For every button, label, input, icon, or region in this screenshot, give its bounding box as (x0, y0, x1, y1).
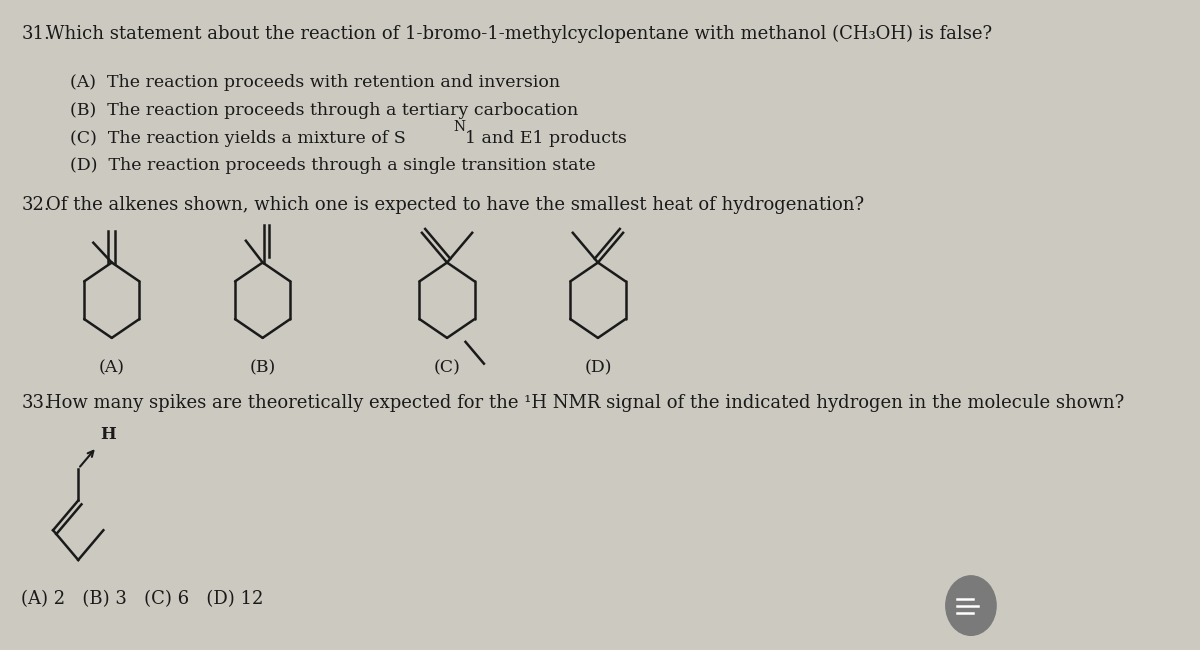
Text: (D): (D) (584, 359, 612, 377)
Text: (B): (B) (250, 359, 276, 377)
Text: 32.: 32. (22, 196, 50, 214)
Text: (C): (C) (433, 359, 461, 377)
Text: 1 and E1 products: 1 and E1 products (466, 130, 628, 147)
Text: (A)  The reaction proceeds with retention and inversion: (A) The reaction proceeds with retention… (70, 74, 560, 91)
Text: (C)  The reaction yields a mixture of S: (C) The reaction yields a mixture of S (70, 130, 406, 147)
Text: 33.: 33. (22, 395, 50, 412)
Text: N: N (454, 120, 466, 134)
Text: How many spikes are theoretically expected for the ¹H NMR signal of the indicate: How many spikes are theoretically expect… (47, 395, 1124, 412)
Text: Which statement about the reaction of 1-bromo-1-methylcyclopentane with methanol: Which statement about the reaction of 1-… (47, 25, 992, 43)
Text: Of the alkenes shown, which one is expected to have the smallest heat of hydroge: Of the alkenes shown, which one is expec… (47, 196, 864, 214)
Text: H: H (100, 426, 115, 443)
Text: (A): (A) (98, 359, 125, 377)
Text: (D)  The reaction proceeds through a single transition state: (D) The reaction proceeds through a sing… (70, 157, 595, 174)
Text: (A) 2   (B) 3   (C) 6   (D) 12: (A) 2 (B) 3 (C) 6 (D) 12 (22, 590, 264, 608)
Text: (B)  The reaction proceeds through a tertiary carbocation: (B) The reaction proceeds through a tert… (70, 102, 578, 119)
Circle shape (946, 576, 996, 635)
Text: 31.: 31. (22, 25, 50, 43)
